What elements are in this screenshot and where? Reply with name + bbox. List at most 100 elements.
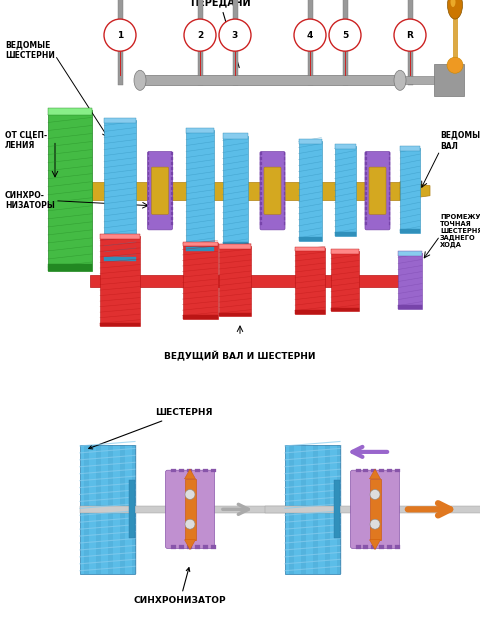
Bar xyxy=(186,129,214,134)
Ellipse shape xyxy=(134,70,146,90)
Bar xyxy=(120,445,125,574)
Bar xyxy=(186,131,214,251)
Bar xyxy=(187,469,192,472)
Circle shape xyxy=(370,520,380,529)
Bar xyxy=(260,203,262,205)
FancyBboxPatch shape xyxy=(184,479,195,539)
Bar xyxy=(284,217,285,221)
Bar xyxy=(365,217,367,221)
Bar xyxy=(197,0,203,86)
Bar xyxy=(400,230,420,233)
Bar xyxy=(118,0,122,86)
Bar xyxy=(171,177,172,180)
Bar xyxy=(372,469,376,472)
Bar xyxy=(453,10,457,65)
Bar xyxy=(398,305,422,309)
FancyBboxPatch shape xyxy=(369,167,386,214)
Ellipse shape xyxy=(451,0,456,7)
Bar xyxy=(179,469,183,472)
Text: ВЕДОМЫЕ
ШЕСТЕРНИ: ВЕДОМЫЕ ШЕСТЕРНИ xyxy=(5,41,55,60)
Bar xyxy=(284,207,285,210)
Bar xyxy=(260,212,262,215)
Bar xyxy=(388,207,390,210)
Bar xyxy=(147,172,149,175)
Bar xyxy=(129,480,135,538)
Bar xyxy=(388,182,390,185)
Bar xyxy=(170,469,176,472)
Bar xyxy=(104,120,136,261)
Bar xyxy=(260,162,262,165)
Bar xyxy=(90,182,400,200)
Bar xyxy=(284,157,285,160)
Bar xyxy=(147,207,149,210)
Bar xyxy=(171,187,172,190)
Ellipse shape xyxy=(447,0,463,19)
Circle shape xyxy=(447,57,463,73)
Bar xyxy=(48,111,92,271)
Bar xyxy=(171,182,172,185)
Bar xyxy=(211,469,216,472)
Bar xyxy=(100,234,140,239)
Text: 3: 3 xyxy=(232,31,238,40)
Bar xyxy=(284,222,285,225)
Bar xyxy=(223,136,248,246)
Bar xyxy=(356,469,360,472)
FancyBboxPatch shape xyxy=(260,152,285,230)
Bar xyxy=(387,469,393,472)
Polygon shape xyxy=(370,539,381,550)
Bar xyxy=(187,545,192,549)
Bar xyxy=(147,187,149,190)
Bar xyxy=(171,217,172,221)
Bar xyxy=(396,545,400,549)
Bar xyxy=(260,197,262,200)
Bar xyxy=(194,545,200,549)
Circle shape xyxy=(329,19,361,51)
Bar xyxy=(147,203,149,205)
Bar xyxy=(400,148,420,233)
Bar xyxy=(365,152,367,155)
Bar xyxy=(365,187,367,190)
Bar xyxy=(80,506,300,512)
Bar xyxy=(211,545,216,549)
Bar xyxy=(48,109,92,116)
Bar xyxy=(147,212,149,215)
Bar xyxy=(147,192,149,195)
Polygon shape xyxy=(400,182,430,200)
Circle shape xyxy=(294,19,326,51)
Bar xyxy=(301,445,306,574)
Ellipse shape xyxy=(394,70,406,90)
Bar xyxy=(147,162,149,165)
Bar xyxy=(284,212,285,215)
Text: СИНХРОНИЗАТОР: СИНХРОНИЗАТОР xyxy=(134,568,226,606)
Bar xyxy=(179,545,183,549)
Bar xyxy=(171,207,172,210)
Bar xyxy=(372,545,376,549)
Bar xyxy=(337,445,342,574)
Bar xyxy=(284,182,285,185)
Bar xyxy=(331,307,359,311)
Bar xyxy=(365,197,367,200)
Bar xyxy=(285,445,340,574)
Bar xyxy=(108,445,113,574)
Bar xyxy=(147,182,149,185)
Bar xyxy=(295,310,325,314)
Bar xyxy=(335,143,356,149)
Bar xyxy=(388,152,390,155)
Bar xyxy=(147,157,149,160)
Bar xyxy=(219,244,251,249)
Bar xyxy=(219,246,251,316)
Bar xyxy=(171,212,172,215)
Bar xyxy=(396,469,400,472)
Bar xyxy=(147,222,149,225)
Bar xyxy=(284,203,285,205)
Bar xyxy=(289,445,294,574)
Text: ПЕРЕДАЧИ: ПЕРЕДАЧИ xyxy=(190,0,250,68)
Bar xyxy=(331,249,359,254)
Bar xyxy=(365,182,367,185)
Bar xyxy=(182,244,217,319)
Bar xyxy=(171,167,172,170)
Bar xyxy=(334,480,340,538)
Bar xyxy=(388,197,390,200)
Text: ВЕДУЩИЙ ВАЛ И ШЕСТЕРНИ: ВЕДУЩИЙ ВАЛ И ШЕСТЕРНИ xyxy=(164,351,316,361)
FancyBboxPatch shape xyxy=(434,64,464,96)
